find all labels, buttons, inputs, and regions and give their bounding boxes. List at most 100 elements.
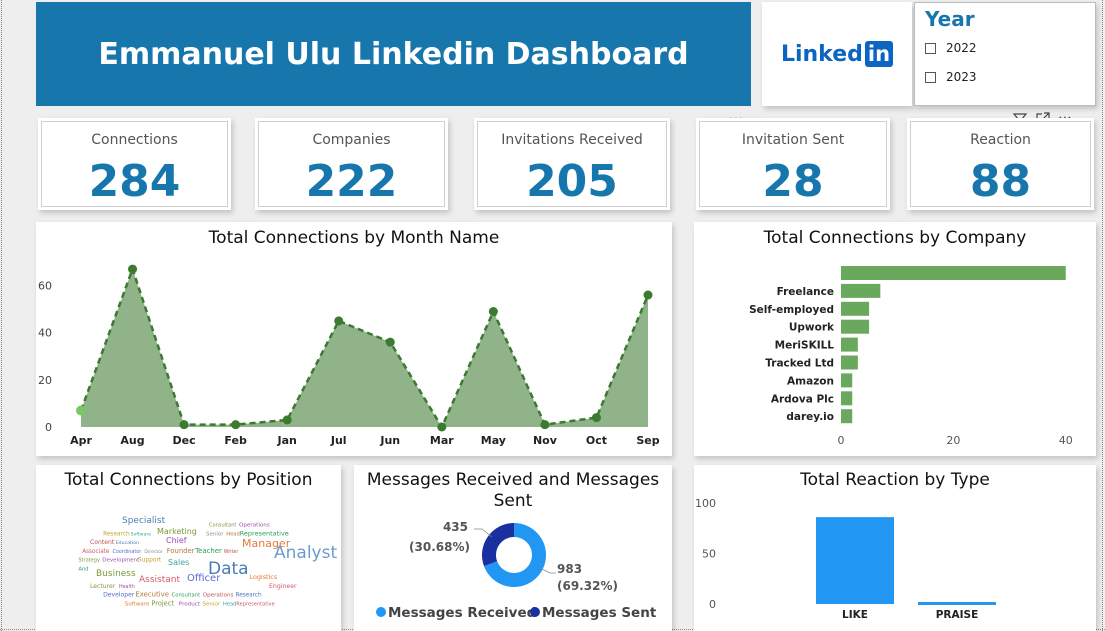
x-tick-label: Jun [379,434,400,447]
kpi-value: 205 [526,156,618,207]
bar [841,266,1066,280]
x-tick-label: PRAISE [936,609,979,621]
y-tick-label: 0 [45,421,52,434]
kpi-value: 28 [762,156,824,207]
x-tick-label: Feb [224,434,247,447]
word-cloud-word: Project [151,599,174,607]
word-cloud-word: Consultant [172,593,201,599]
x-tick-label: 0 [838,434,845,447]
word-cloud-word: Representative [240,530,289,538]
kpi-card-invitations-received: Invitations Received 205 [474,118,670,210]
legend-marker [376,607,386,617]
kpi-value: 88 [969,156,1032,207]
frame-border-right [1102,0,1103,631]
linkedin-logo-box: in [864,41,894,67]
donut-slice [482,523,514,567]
kpi-frame [41,121,228,207]
word-cloud-word: Logistics [250,573,278,581]
data-point [385,337,395,347]
chart-title: Total Reaction by Type [800,470,990,490]
word-cloud-word: Representative [236,601,274,607]
data-point [334,316,344,326]
kpi-value: 284 [88,156,181,207]
word-cloud-word: Associate [82,549,110,555]
kpi-frame [477,121,667,207]
bar [841,301,870,316]
dashboard-title: Emmanuel Ulu Linkedin Dashboard [36,2,751,106]
area-fill [81,269,648,427]
data-point [231,420,241,430]
slicer-title: Year [925,7,975,31]
word-cloud-word: Head [223,601,237,607]
word-cloud-word: Chief [166,536,187,545]
legend-label: Messages Received [388,605,536,621]
word-cloud-word: Operations [203,593,234,599]
word-cloud-word: Strategy [79,558,100,564]
slicer-option-label: 2022 [946,41,977,55]
donut-slice [484,523,546,587]
y-tick-label: 50 [702,548,716,561]
y-tick-label: 40 [38,327,52,340]
checkbox[interactable] [925,42,936,54]
legend-label: Messages Sent [542,605,657,621]
word-cloud-word: Executive [135,591,169,599]
word-cloud-word: Engineer [269,583,297,590]
word-cloud-word: Assistant [139,575,180,585]
y-tick-label: Upwork [789,322,835,334]
data-point [591,413,601,423]
connections-by-month-panel: Total Connections by Month Name 0 20 40 60 A… [36,222,672,456]
legend-marker [530,607,540,617]
kpi-card-connections: Connections 284 [38,118,231,210]
word-cloud-word: Analyst [274,543,337,563]
x-tick-label: May [481,434,506,447]
linkedin-logo-word: Linked [780,41,863,67]
y-tick-label: 20 [38,374,52,387]
word-cloud-word: Senior [206,532,224,538]
word-cloud-word: Research [236,593,262,599]
kpi-frame [699,121,887,207]
word-cloud-word: And [79,566,89,572]
y-tick-label: Ardova Plc [771,393,834,405]
kpi-label: Reaction [970,132,1031,148]
connections-by-company-panel: Total Connections by Company Freelance Se… [694,222,1096,456]
bar [841,319,870,334]
bar [841,409,853,424]
kpi-frame [258,121,445,207]
frame-border-left [1,0,2,631]
x-tick-label: Dec [173,434,196,447]
data-point [76,405,86,416]
data-point [540,420,550,430]
word-cloud-word: Data [208,559,249,579]
leader-line [474,528,493,538]
kpi-card-invitation-sent: Invitation Sent 28 [696,118,890,210]
chart-title: Total Connections by Month Name [208,228,500,248]
x-tick-label: 20 [946,434,960,447]
y-tick-label: Self-employed [749,304,834,316]
data-point [488,307,498,316]
connections-by-position-panel: Total Connections by Position Analyst Dat… [36,465,341,631]
connections-by-company-chart: Freelance Self-employed Upwork MeriSKILL Tra… [749,266,1073,447]
y-tick-label: 60 [38,280,52,293]
slicer-option-2022[interactable]: 2022 [925,41,977,55]
word-cloud-word: Development [102,558,140,564]
word-cloud-word: Officer [187,573,221,584]
word-cloud-word: Research [103,532,130,538]
chart-title: Total Connections by Company [763,228,1027,248]
data-label-percent: (69.32%) [557,579,618,593]
bar [918,601,996,605]
y-tick-label: 100 [695,497,716,510]
data-label-value: 435 [443,520,468,534]
y-tick-label: 0 [709,598,716,611]
data-point [643,290,653,300]
series-line [79,265,650,430]
kpi-frame [910,121,1091,207]
kpi-label: Connections [91,132,178,148]
checkbox[interactable] [925,71,936,83]
word-cloud-word: Support [138,558,162,564]
kpi-label: Invitation Sent [741,132,845,148]
word-cloud-word: Product [179,601,201,607]
slicer-option-2023[interactable]: 2023 [925,70,977,84]
x-tick-label: Apr [70,434,92,447]
kpi-label: Companies [312,132,391,148]
